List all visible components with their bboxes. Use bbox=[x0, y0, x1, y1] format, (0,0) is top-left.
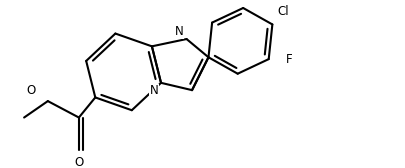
Text: O: O bbox=[27, 84, 36, 97]
Text: N: N bbox=[150, 84, 158, 97]
Text: O: O bbox=[74, 156, 83, 168]
Text: Cl: Cl bbox=[277, 5, 288, 18]
Text: F: F bbox=[285, 53, 291, 66]
Text: N: N bbox=[175, 25, 183, 38]
